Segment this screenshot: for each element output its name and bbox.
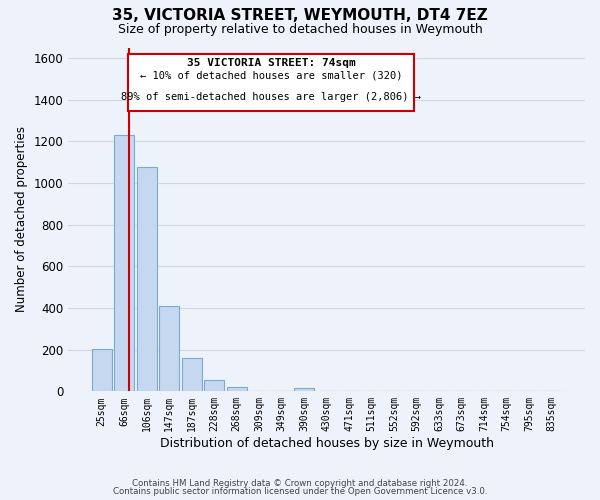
X-axis label: Distribution of detached houses by size in Weymouth: Distribution of detached houses by size … — [160, 437, 494, 450]
Bar — [294, 388, 314, 392]
Bar — [159, 306, 179, 392]
Bar — [182, 358, 202, 392]
Text: 35, VICTORIA STREET, WEYMOUTH, DT4 7EZ: 35, VICTORIA STREET, WEYMOUTH, DT4 7EZ — [112, 8, 488, 22]
Bar — [114, 135, 134, 392]
FancyBboxPatch shape — [128, 54, 415, 111]
Y-axis label: Number of detached properties: Number of detached properties — [15, 126, 28, 312]
Text: 89% of semi-detached houses are larger (2,806) →: 89% of semi-detached houses are larger (… — [121, 92, 421, 102]
Text: 35 VICTORIA STREET: 74sqm: 35 VICTORIA STREET: 74sqm — [187, 58, 355, 68]
Bar — [92, 348, 112, 392]
Text: ← 10% of detached houses are smaller (320): ← 10% of detached houses are smaller (32… — [140, 71, 402, 81]
Text: Contains public sector information licensed under the Open Government Licence v3: Contains public sector information licen… — [113, 487, 487, 496]
Text: Size of property relative to detached houses in Weymouth: Size of property relative to detached ho… — [118, 22, 482, 36]
Text: Contains HM Land Registry data © Crown copyright and database right 2024.: Contains HM Land Registry data © Crown c… — [132, 478, 468, 488]
Bar — [227, 386, 247, 392]
Bar — [204, 380, 224, 392]
Bar — [137, 168, 157, 392]
